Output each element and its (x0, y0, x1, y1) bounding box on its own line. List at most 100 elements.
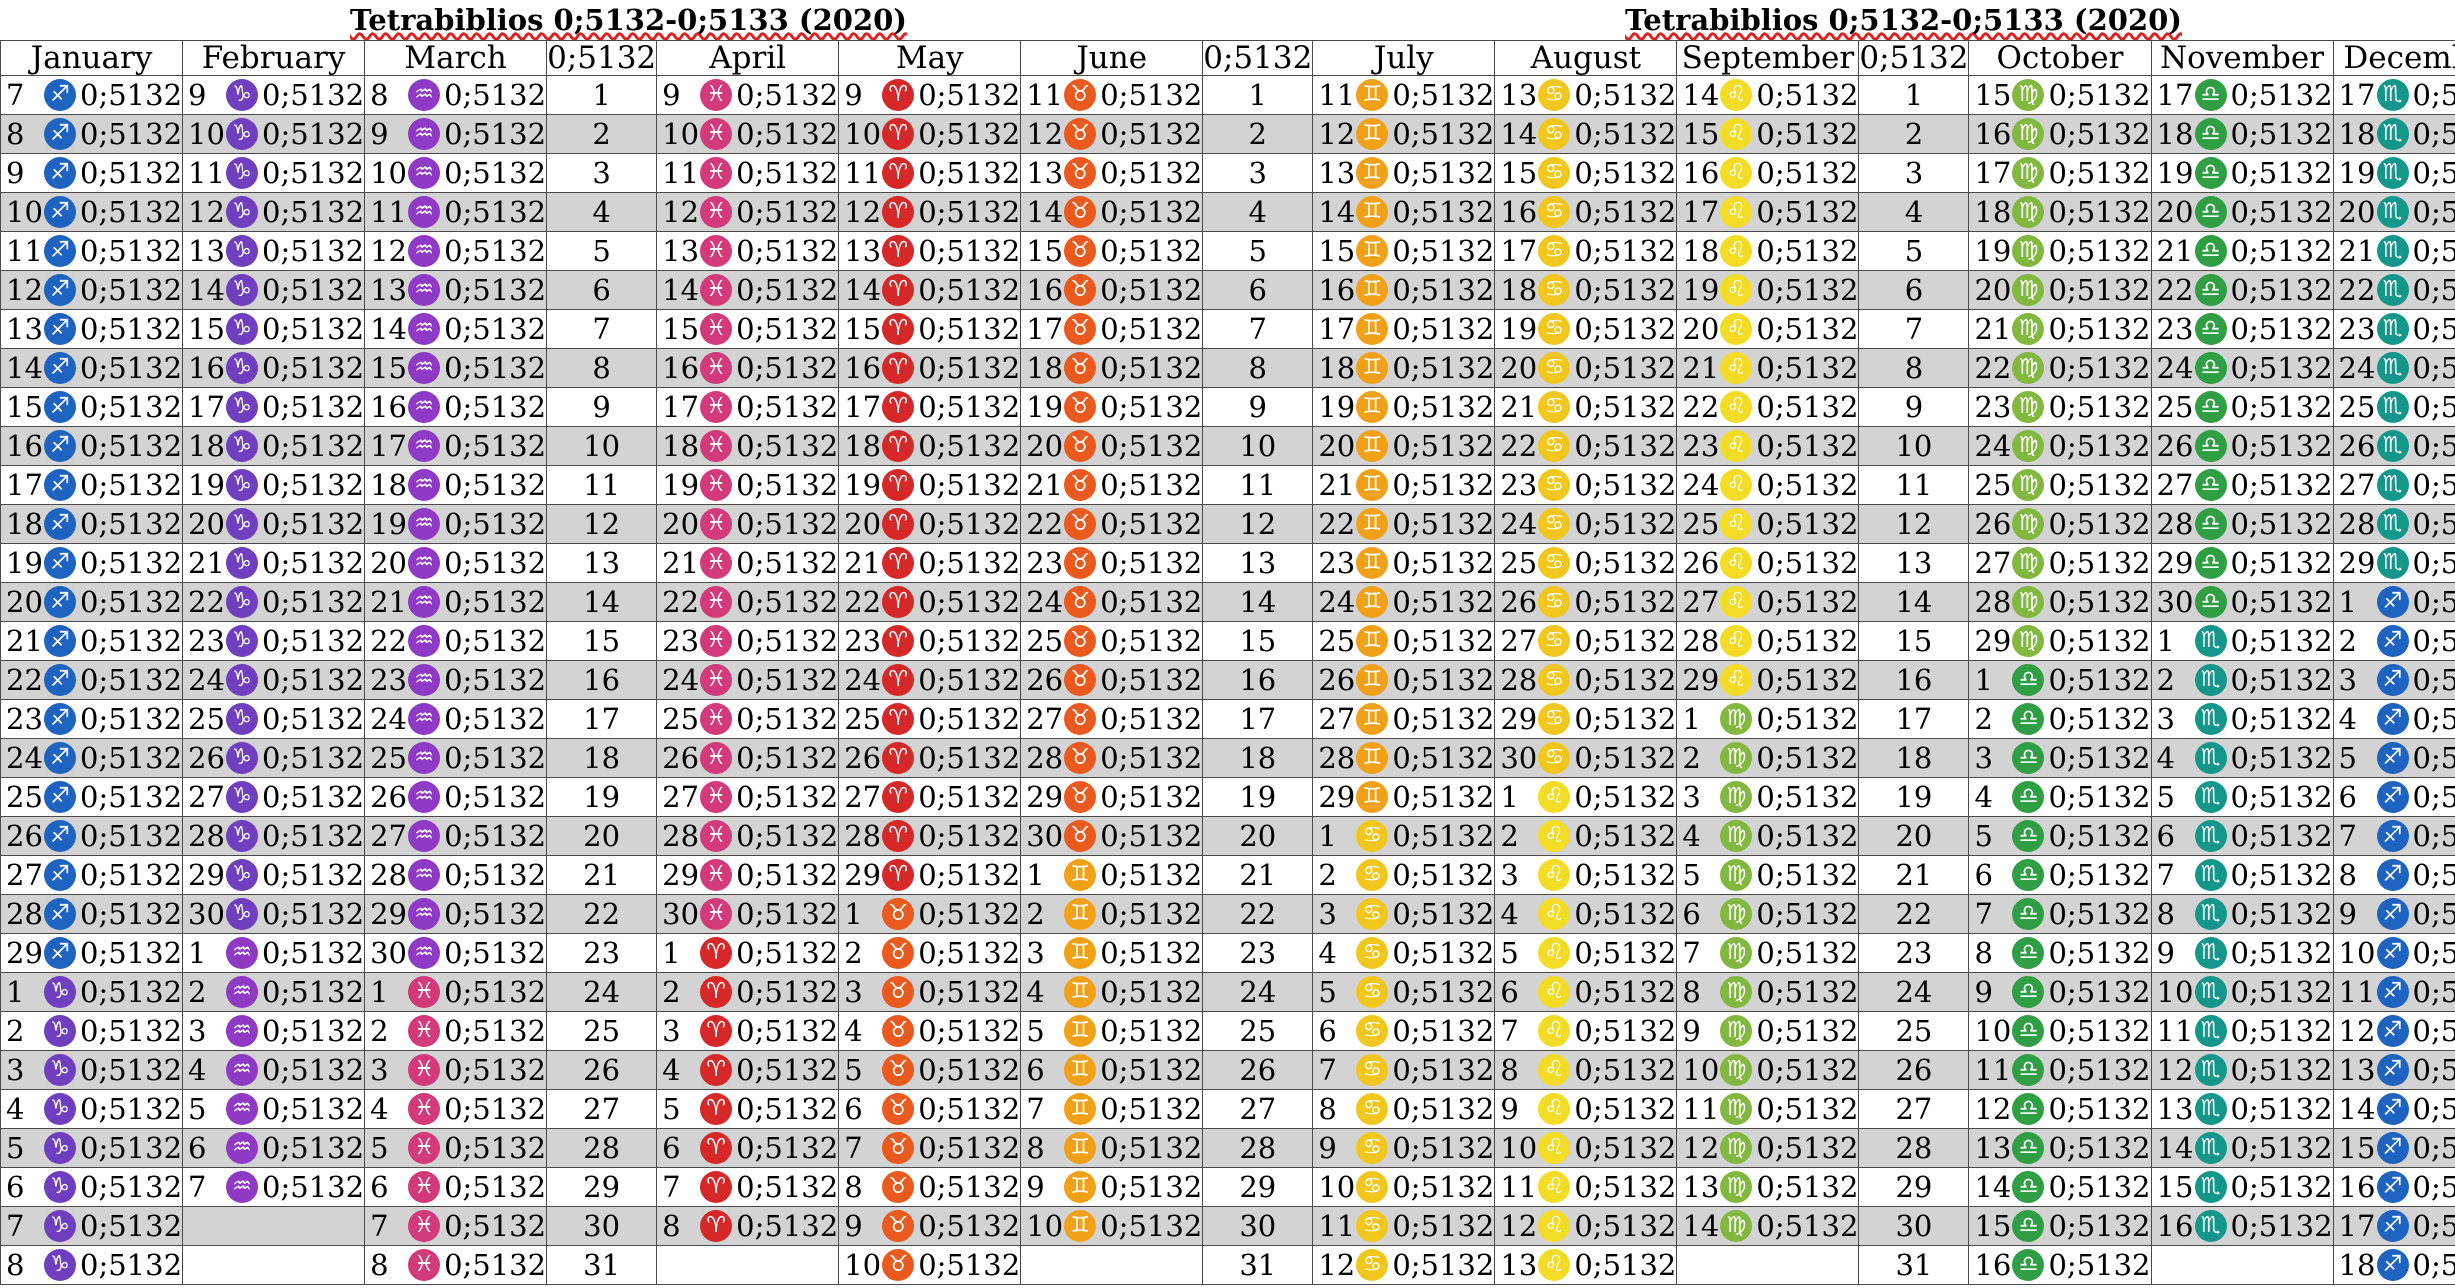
virgo-icon: ♍ (2012, 625, 2045, 657)
scorpio-icon: ♏ (2376, 79, 2409, 111)
day-entry: 6 ♊ 0;5132 (1022, 1052, 1202, 1089)
day-value: 0;5132 (2230, 780, 2333, 814)
day-entry: 8 ♌ 0;5132 (1496, 1052, 1676, 1089)
day-number: 21 (188, 546, 225, 580)
day-cell: 20 ♋ 0;5132 (1494, 348, 1678, 388)
day-value: 0;5132 (1100, 624, 1203, 658)
day-index-cell: 1 (546, 75, 658, 115)
day-cell: 3 ♍ 0;5132 (1676, 777, 1860, 817)
leo-icon: ♌ (1720, 508, 1753, 540)
capricorn-icon: ♑ (44, 1093, 76, 1125)
day-entry: 21♏0;5132 (2334, 233, 2455, 270)
leo-icon: ♌ (1720, 469, 1753, 501)
day-index-cell: 9 (1202, 387, 1314, 427)
month-header-october: October (1968, 40, 2152, 76)
virgo-icon: ♍ (2012, 313, 2045, 345)
cancer-icon: ♋ (1538, 391, 1571, 423)
day-entry: 17 ♉ 0;5132 (1022, 311, 1202, 348)
capricorn-icon: ♑ (226, 430, 259, 462)
day-cell: 25 ♉ 0;5132 (1020, 621, 1204, 661)
day-value: 0;5132 (918, 1170, 1021, 1204)
month-header-august: August (1494, 40, 1678, 76)
day-number: 27 (1318, 702, 1356, 736)
day-index-cell: 27 (1202, 1089, 1314, 1129)
day-value: 0;5132 (918, 78, 1021, 112)
day-number: 23 (2156, 312, 2194, 346)
day-value: 0;5132 (1756, 1092, 1859, 1126)
day-cell: 3 ♊ 0;5132 (1020, 933, 1204, 973)
sagittarius-icon: ♐ (2376, 859, 2409, 891)
day-cell: 15 ♒ 0;5132 (364, 348, 548, 388)
day-entry: 7 ♈ 0;5132 (658, 1169, 838, 1206)
sagittarius-icon: ♐ (2376, 781, 2409, 813)
day-value: 0;5132 (2412, 429, 2455, 463)
day-number: 11 (1318, 78, 1356, 112)
day-entry: 10 ♏ 0;5132 (2152, 974, 2333, 1011)
aries-icon: ♈ (882, 859, 915, 891)
day-entry: 23 ♐ 0;5132 (2, 701, 182, 738)
day-value: 0;5132 (736, 234, 839, 268)
day-number: 23 (844, 624, 882, 658)
month-header-february: February (182, 40, 366, 76)
day-value: 0;5132 (1756, 1209, 1859, 1243)
day-entry: 22 ♒ 0;5132 (366, 623, 546, 660)
day-index-cell: 10 (546, 426, 658, 466)
day-cell: 11 ♎ 0;5132 (1968, 1050, 2152, 1090)
cancer-icon: ♋ (1356, 1093, 1389, 1125)
day-value: 0;5132 (444, 429, 547, 463)
day-value: 0;5132 (736, 546, 839, 580)
aquarius-icon: ♒ (408, 430, 441, 462)
calendar-row: 17 ♐ 0;5132 19 ♑ 0;5132 18 ♒ 0;5132 11 19 ♓ 0;5132 19… (0, 465, 2455, 505)
day-number: 14 (370, 312, 407, 346)
leo-icon: ♌ (1538, 976, 1571, 1008)
libra-icon: ♎ (2012, 937, 2045, 969)
day-value: 0;5132 (736, 936, 839, 970)
day-entry: 22 ♓ 0;5132 (658, 584, 838, 621)
pisces-icon: ♓ (700, 196, 733, 228)
day-value: 0;5132 (1392, 351, 1495, 385)
day-entry: 1 ♈ 0;5132 (658, 935, 839, 972)
day-number: 17 (662, 390, 700, 424)
day-entry: 27 ♌ 0;5132 (1678, 584, 1858, 621)
day-entry: 20 ♎ 0;5132 (2152, 194, 2333, 231)
day-entry: 26 ♓ 0;5132 (658, 740, 838, 777)
day-value: 0;5132 (736, 390, 839, 424)
day-entry: 23 ♈ 0;5132 (840, 623, 1020, 660)
day-entry: 20 ♑ 0;5132 (184, 506, 364, 543)
day-value: 0;5132 (2048, 273, 2151, 307)
day-value: 0;5132 (1756, 1053, 1859, 1087)
day-number: 21 (844, 546, 882, 580)
day-cell: 15 ♊ 0;5132 (1312, 231, 1496, 271)
day-entry: 29 ♒ 0;5132 (366, 896, 546, 933)
day-value: 0;5132 (2230, 507, 2333, 541)
day-entry: 2 ♊ 0;5132 (1022, 896, 1202, 933)
day-value: 0;5132 (1756, 819, 1859, 853)
day-value: 0;5133 (2412, 897, 2455, 931)
day-value: 0;5132 (1392, 234, 1495, 268)
leo-icon: ♌ (1720, 274, 1753, 306)
day-number: 27 (844, 780, 882, 814)
virgo-icon: ♍ (2012, 235, 2045, 267)
day-value: 0;5132 (444, 273, 547, 307)
day-number: 26 (1026, 663, 1064, 697)
sagittarius-icon: ♐ (44, 586, 76, 618)
cancer-icon: ♋ (1356, 1249, 1389, 1281)
day-entry: 16 ♒ 0;5132 (366, 389, 546, 426)
day-cell: 4 ♎ 0;5132 (1968, 777, 2152, 817)
taurus-icon: ♉ (882, 1054, 915, 1086)
aries-icon: ♈ (882, 391, 915, 423)
day-entry: 2 ♋ 0;5132 (1314, 857, 1494, 894)
day-value: 0;5132 (2048, 936, 2151, 970)
day-cell: 12 ♌ 0;5132 (1494, 1206, 1678, 1246)
day-number: 9 (1682, 1014, 1701, 1048)
day-value: 0;5132 (1100, 1170, 1203, 1204)
sagittarius-icon: ♐ (44, 937, 76, 969)
day-value: 0;5133 (2412, 975, 2455, 1009)
day-number: 26 (1500, 585, 1538, 619)
day-number: 5 (188, 1092, 207, 1126)
day-number: 21 (370, 585, 407, 619)
day-number: 5 (370, 1131, 389, 1165)
libra-icon: ♎ (2012, 1015, 2045, 1047)
day-cell: 6 ♊ 0;5132 (1020, 1050, 1204, 1090)
